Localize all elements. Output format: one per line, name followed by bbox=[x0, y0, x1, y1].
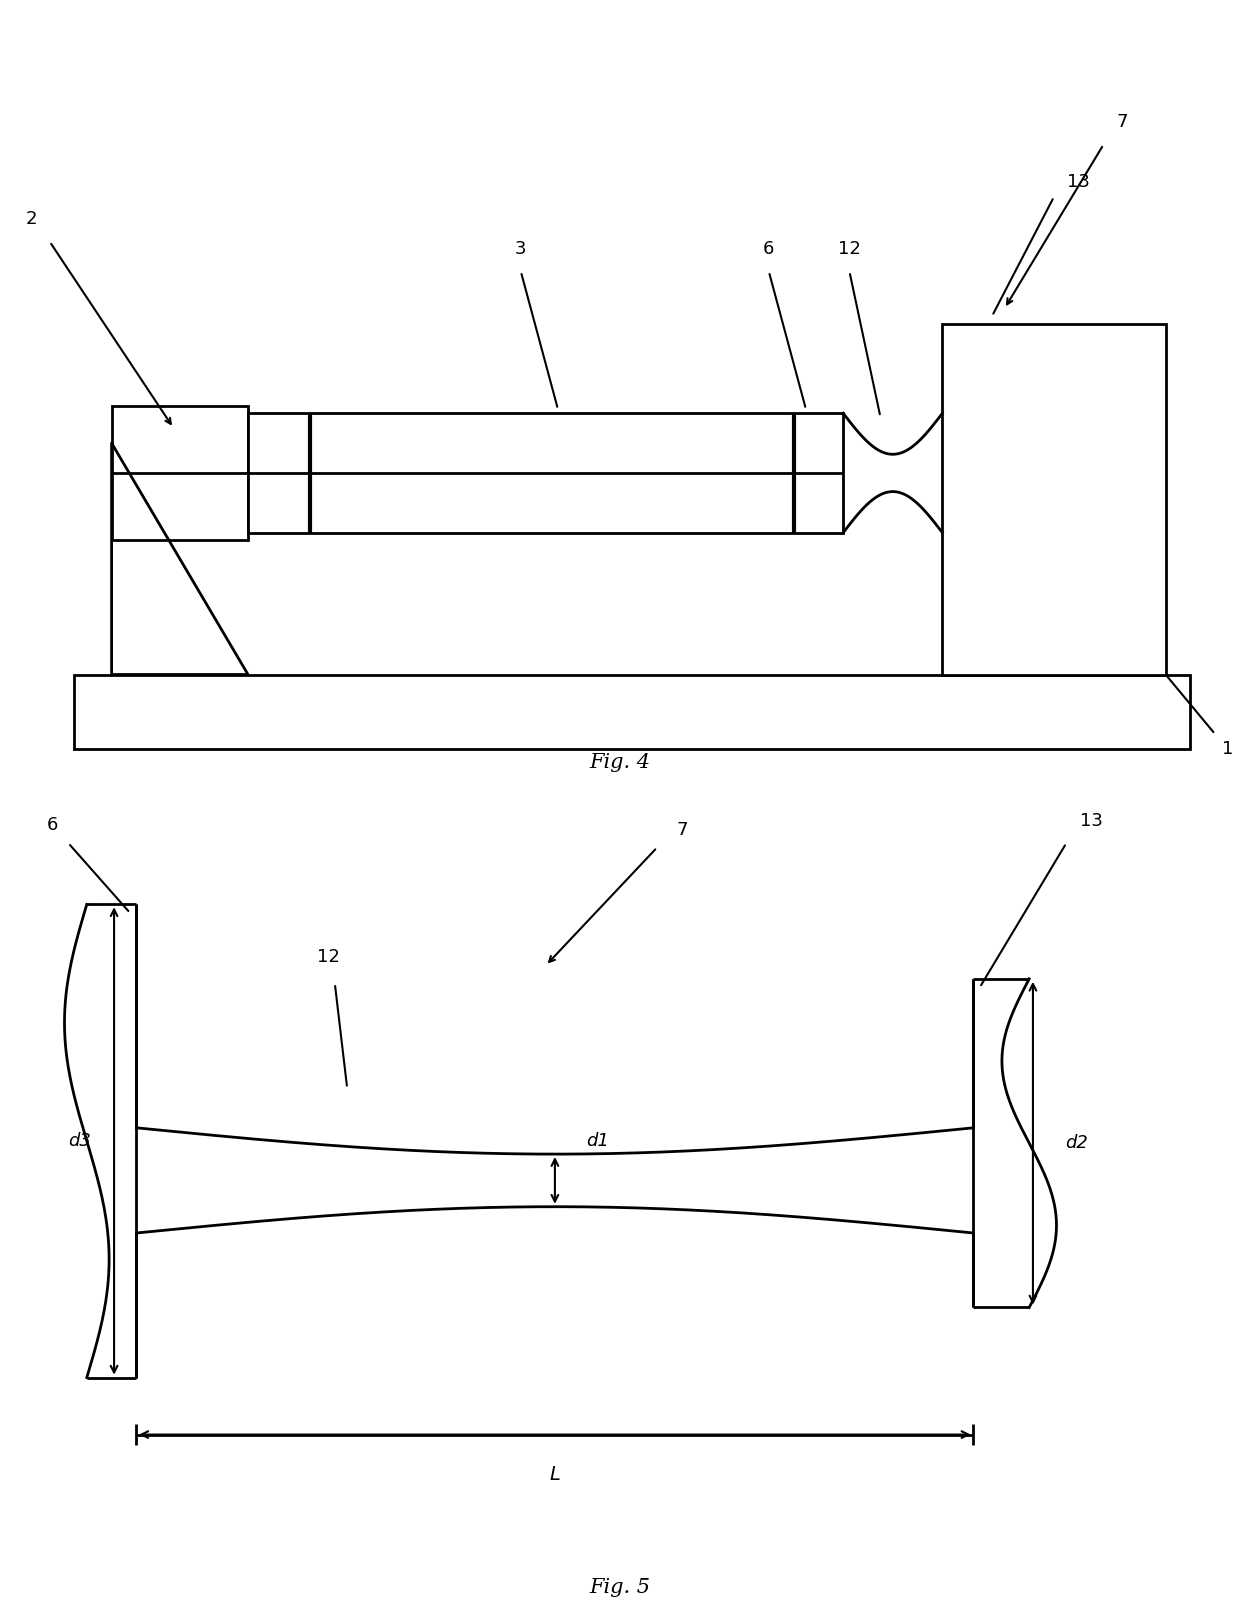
Text: 7: 7 bbox=[1116, 114, 1128, 131]
Text: d1: d1 bbox=[585, 1131, 609, 1151]
Text: 2: 2 bbox=[25, 209, 37, 229]
Text: 3: 3 bbox=[515, 240, 527, 258]
Text: 7: 7 bbox=[676, 821, 688, 839]
Bar bbox=[248, 414, 843, 532]
Bar bbox=[112, 406, 248, 540]
Text: d3: d3 bbox=[68, 1131, 91, 1151]
Text: 6: 6 bbox=[763, 240, 775, 258]
Text: d2: d2 bbox=[1065, 1134, 1087, 1152]
Text: 12: 12 bbox=[317, 948, 340, 966]
Bar bbox=[74, 675, 1190, 750]
Text: L: L bbox=[549, 1464, 560, 1483]
Text: 6: 6 bbox=[46, 816, 58, 834]
Text: 12: 12 bbox=[838, 240, 861, 258]
Bar bbox=[942, 323, 1166, 675]
Text: 13: 13 bbox=[1080, 812, 1102, 829]
Text: 13: 13 bbox=[1068, 172, 1090, 192]
Text: Fig. 4: Fig. 4 bbox=[589, 753, 651, 771]
Text: Fig. 5: Fig. 5 bbox=[589, 1578, 651, 1597]
Text: 1: 1 bbox=[1221, 740, 1234, 758]
